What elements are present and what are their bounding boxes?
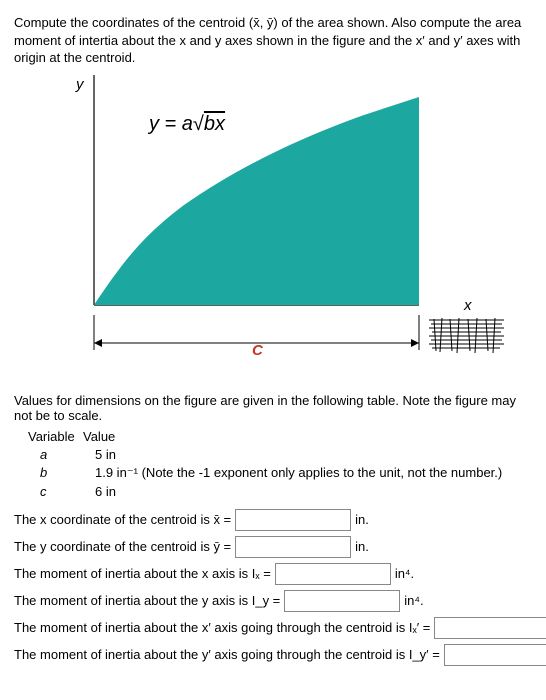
var-name: c <box>28 484 95 499</box>
answer-unit: in⁴. <box>404 593 423 608</box>
answer-row-ix: The moment of inertia about the x axis i… <box>14 563 532 585</box>
problem-statement: Compute the coordinates of the centroid … <box>14 14 532 67</box>
values-intro-text: Values for dimensions on the figure are … <box>14 393 532 423</box>
answer-row-ixprime: The moment of inertia about the x′ axis … <box>14 617 532 639</box>
answer-unit: in. <box>355 512 369 527</box>
iyprime-input[interactable] <box>444 644 546 666</box>
ixprime-input[interactable] <box>434 617 546 639</box>
redaction-scribble <box>429 315 504 355</box>
answer-label: The x coordinate of the centroid is x̄ = <box>14 512 231 527</box>
var-name: b <box>28 465 95 481</box>
variable-table: Variable Value a 5 in b 1.9 in⁻¹ (Note t… <box>28 429 532 499</box>
c-dimension-label: C <box>252 342 264 359</box>
y-axis-label: y <box>75 76 85 93</box>
var-header-variable: Variable <box>28 429 83 444</box>
var-value: 1.9 in⁻¹ (Note the -1 exponent only appl… <box>95 465 502 481</box>
answer-row-ybar: The y coordinate of the centroid is ȳ = … <box>14 536 532 558</box>
figure-container: y y = a√bx x C <box>64 75 532 375</box>
answer-row-iy: The moment of inertia about the y axis i… <box>14 590 532 612</box>
var-value: 5 in <box>95 447 116 462</box>
var-value: 6 in <box>95 484 116 499</box>
var-header-value: Value <box>83 429 115 444</box>
answer-label: The moment of inertia about the x axis i… <box>14 566 271 581</box>
answer-label: The moment of inertia about the x′ axis … <box>14 620 430 635</box>
ix-input[interactable] <box>275 563 391 585</box>
answer-label: The moment of inertia about the y′ axis … <box>14 647 440 662</box>
answer-label: The y coordinate of the centroid is ȳ = <box>14 539 231 554</box>
var-name: a <box>28 447 95 462</box>
answer-unit: in. <box>355 539 369 554</box>
answer-row-iyprime: The moment of inertia about the y′ axis … <box>14 644 532 666</box>
answer-label: The moment of inertia about the y axis i… <box>14 593 280 608</box>
xbar-input[interactable] <box>235 509 351 531</box>
x-axis-label: x <box>463 297 472 314</box>
centroid-figure: y y = a√bx x C <box>64 75 504 375</box>
answer-row-xbar: The x coordinate of the centroid is x̄ =… <box>14 509 532 531</box>
answer-unit: in⁴. <box>395 566 414 581</box>
ybar-input[interactable] <box>235 536 351 558</box>
iy-input[interactable] <box>284 590 400 612</box>
curve-equation: y = a√bx <box>147 113 226 135</box>
